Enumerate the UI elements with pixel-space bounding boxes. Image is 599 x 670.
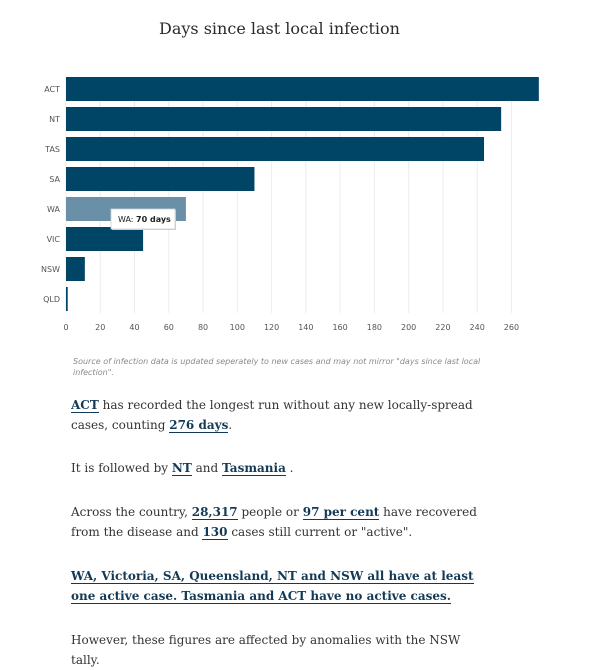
x-tick-label: 0 xyxy=(63,323,68,332)
x-tick-label: 220 xyxy=(435,323,450,332)
source-note: Source of infection data is updated sepe… xyxy=(73,357,481,377)
x-tick-label: 20 xyxy=(95,323,105,332)
bar-nt[interactable] xyxy=(66,107,502,131)
link-act[interactable]: ACT xyxy=(71,398,99,413)
x-tick-label: 120 xyxy=(264,323,279,332)
x-tick-label: 180 xyxy=(367,323,382,332)
bar-act[interactable] xyxy=(66,77,539,101)
paragraph-recovered: Across the country, 28,317 people or 97 … xyxy=(71,502,481,542)
tick-layer: 0 20 40 60 80 100 120 140 160 180 200 220 240 260 xyxy=(63,323,519,332)
category-label: NT xyxy=(49,115,60,124)
category-label: ACT xyxy=(44,85,60,94)
text: cases still current or "active". xyxy=(227,525,413,539)
tooltip-box xyxy=(110,208,176,230)
link-percent[interactable]: 97 per cent xyxy=(302,505,380,520)
link-nt[interactable]: NT xyxy=(171,461,192,476)
text: people or xyxy=(237,505,303,519)
bar-nsw[interactable] xyxy=(66,257,85,281)
label-layer: ACT NT TAS SA WA VIC NSW QLD xyxy=(41,85,61,304)
paragraph-followed: It is followed by NT and Tasmania . xyxy=(71,458,481,478)
paragraph-active-cases: WA, Victoria, SA, Queensland, NT and NSW… xyxy=(71,566,481,606)
tooltip: WA: 70 days xyxy=(110,208,176,230)
link-recovered-count[interactable]: 28,317 xyxy=(191,505,238,520)
bar-vic[interactable] xyxy=(66,227,144,251)
bar-sa[interactable] xyxy=(66,167,255,191)
x-tick-label: 60 xyxy=(164,323,174,332)
x-tick-label: 40 xyxy=(129,323,139,332)
link-276-days[interactable]: 276 days xyxy=(169,418,229,433)
bar-qld[interactable] xyxy=(66,287,68,311)
tooltip-label: WA: 70 days xyxy=(118,215,171,224)
link-tasmania[interactable]: Tasmania xyxy=(222,461,286,476)
category-label: WA xyxy=(47,205,60,214)
category-label: NSW xyxy=(41,265,60,274)
x-tick-label: 140 xyxy=(298,323,313,332)
link-active-cases[interactable]: WA, Victoria, SA, Queensland, NT and NSW… xyxy=(71,569,474,604)
category-label: VIC xyxy=(47,235,61,244)
text: It is followed by xyxy=(71,461,172,475)
x-tick-label: 200 xyxy=(401,323,416,332)
category-label: TAS xyxy=(44,145,60,154)
x-tick-label: 260 xyxy=(504,323,519,332)
x-tick-label: 100 xyxy=(230,323,245,332)
x-tick-label: 240 xyxy=(470,323,485,332)
bar-layer xyxy=(66,77,539,311)
x-tick-label: 160 xyxy=(332,323,347,332)
category-label: SA xyxy=(49,175,60,184)
category-label: QLD xyxy=(43,295,60,304)
bar-chart: ACT NT TAS SA WA VIC NSW QLD 0 20 40 60 80 100 120 140… xyxy=(41,77,539,332)
text: . xyxy=(285,461,294,475)
text: However, these figures are affected by a… xyxy=(71,633,461,667)
paragraph-anomalies: However, these figures are affected by a… xyxy=(71,630,481,670)
text: and xyxy=(191,461,223,475)
chart-title: Days since last local infection xyxy=(159,19,400,38)
link-active-count[interactable]: 130 xyxy=(202,525,228,540)
bar-tas[interactable] xyxy=(66,137,485,161)
text: have recovered from the disease and xyxy=(71,505,477,539)
x-tick-label: 80 xyxy=(198,323,208,332)
text: has recorded the longest run without any… xyxy=(71,398,473,432)
text: Across the country, xyxy=(71,505,192,519)
paragraph-act: ACT has recorded the longest run without… xyxy=(71,395,481,435)
text: . xyxy=(228,418,233,432)
